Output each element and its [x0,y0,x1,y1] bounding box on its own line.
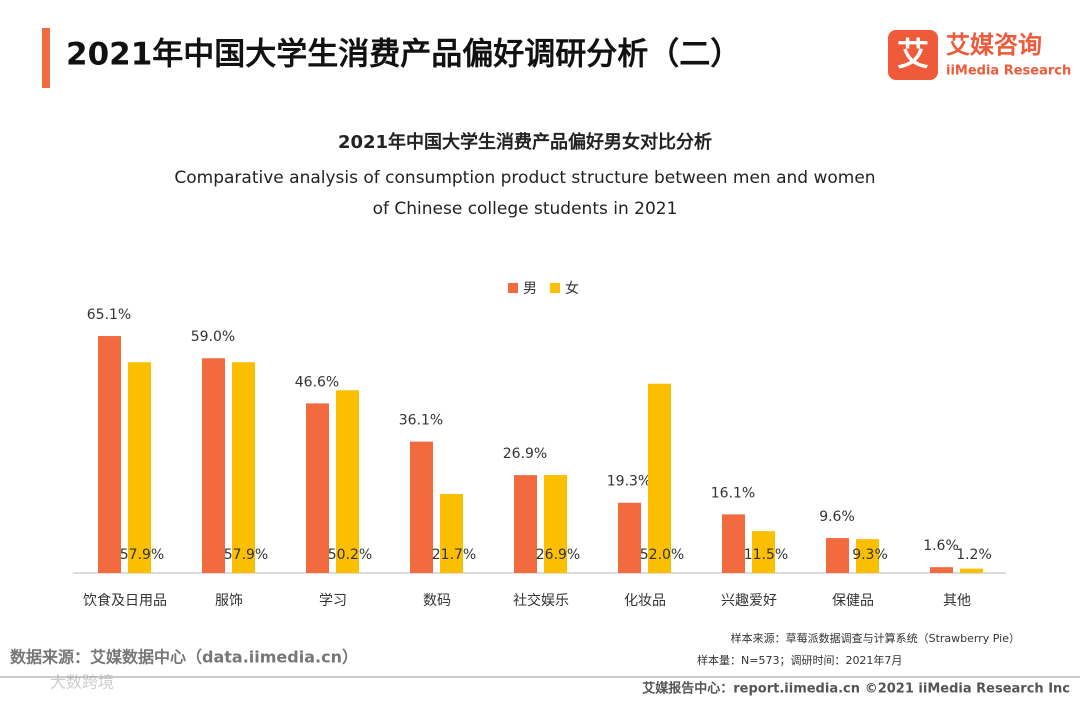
bar [232,362,255,573]
bar [128,362,151,573]
bar [752,531,775,573]
bar [618,502,641,573]
chart-subtitle: of Chinese college students in 2021 [373,199,678,219]
value-label: 65.1% [87,307,131,323]
chart-subtitle: Comparative analysis of consumption prod… [174,168,875,188]
value-label: 50.2% [328,547,372,563]
bar [514,475,537,573]
bar [410,441,433,573]
bar [826,538,849,573]
value-label: 26.9% [503,446,547,462]
page-title: 2021年中国大学生消费产品偏好调研分析（二） [66,37,741,73]
value-label: 1.6% [923,538,959,554]
logo-mark-text: 艾 [897,35,929,73]
bar [336,390,359,573]
value-label: 21.7% [432,547,476,563]
legend-label: 男 [523,281,537,297]
value-label: 59.0% [191,329,235,345]
legend-label: 女 [565,280,579,297]
bar [960,568,983,573]
value-label: 9.6% [819,509,855,525]
value-label: 52.0% [640,547,684,563]
value-label: 16.1% [711,485,755,501]
x-tick-label: 兴趣爱好 [721,593,777,609]
bar [98,336,121,573]
x-tick-label: 社交娱乐 [513,592,569,609]
title-accent [42,28,50,88]
x-tick-label: 饮食及日用品 [83,592,167,609]
bar [306,403,329,573]
value-label: 36.1% [399,413,443,429]
chart-title: 2021年中国大学生消费产品偏好男女对比分析 [338,131,712,153]
bar [930,567,953,573]
copyright: ©2021 iiMedia Research Inc [865,682,1070,697]
x-tick-label: 数码 [423,593,451,609]
value-label: 9.3% [852,547,888,563]
x-tick-label: 服饰 [215,593,243,609]
bar [856,539,879,573]
value-label: 1.2% [956,547,992,563]
watermark: 大数跨境 [50,673,114,692]
sample-source: 样本来源：草莓派数据调查与计算系统（Strawberry Pie） [731,631,1020,645]
logo-mark [888,30,938,80]
bar [440,494,463,573]
x-tick-label: 化妆品 [624,593,666,609]
logo-cn: 艾媒咨询 [946,31,1042,59]
value-label: 57.9% [120,547,164,563]
value-label: 46.6% [295,374,339,390]
data-source: 数据来源：艾媒数据中心（data.iimedia.cn） [10,648,358,667]
legend-swatch [508,283,518,293]
sample-size: 样本量：N=573；调研时间：2021年7月 [697,653,902,667]
x-tick-label: 学习 [319,593,347,609]
x-tick-label: 保健品 [832,593,874,609]
bar [544,475,567,573]
legend-swatch [550,283,560,293]
value-label: 19.3% [607,474,651,490]
bar [202,358,225,573]
report-center: 艾媒报告中心：report.iimedia.cn [642,681,860,697]
value-label: 57.9% [224,547,268,563]
bar [722,514,745,573]
logo-en: iiMedia Research [946,64,1071,79]
value-label: 11.5% [744,547,788,563]
value-label: 26.9% [536,547,580,563]
bar [648,383,671,573]
x-tick-label: 其他 [943,593,971,609]
